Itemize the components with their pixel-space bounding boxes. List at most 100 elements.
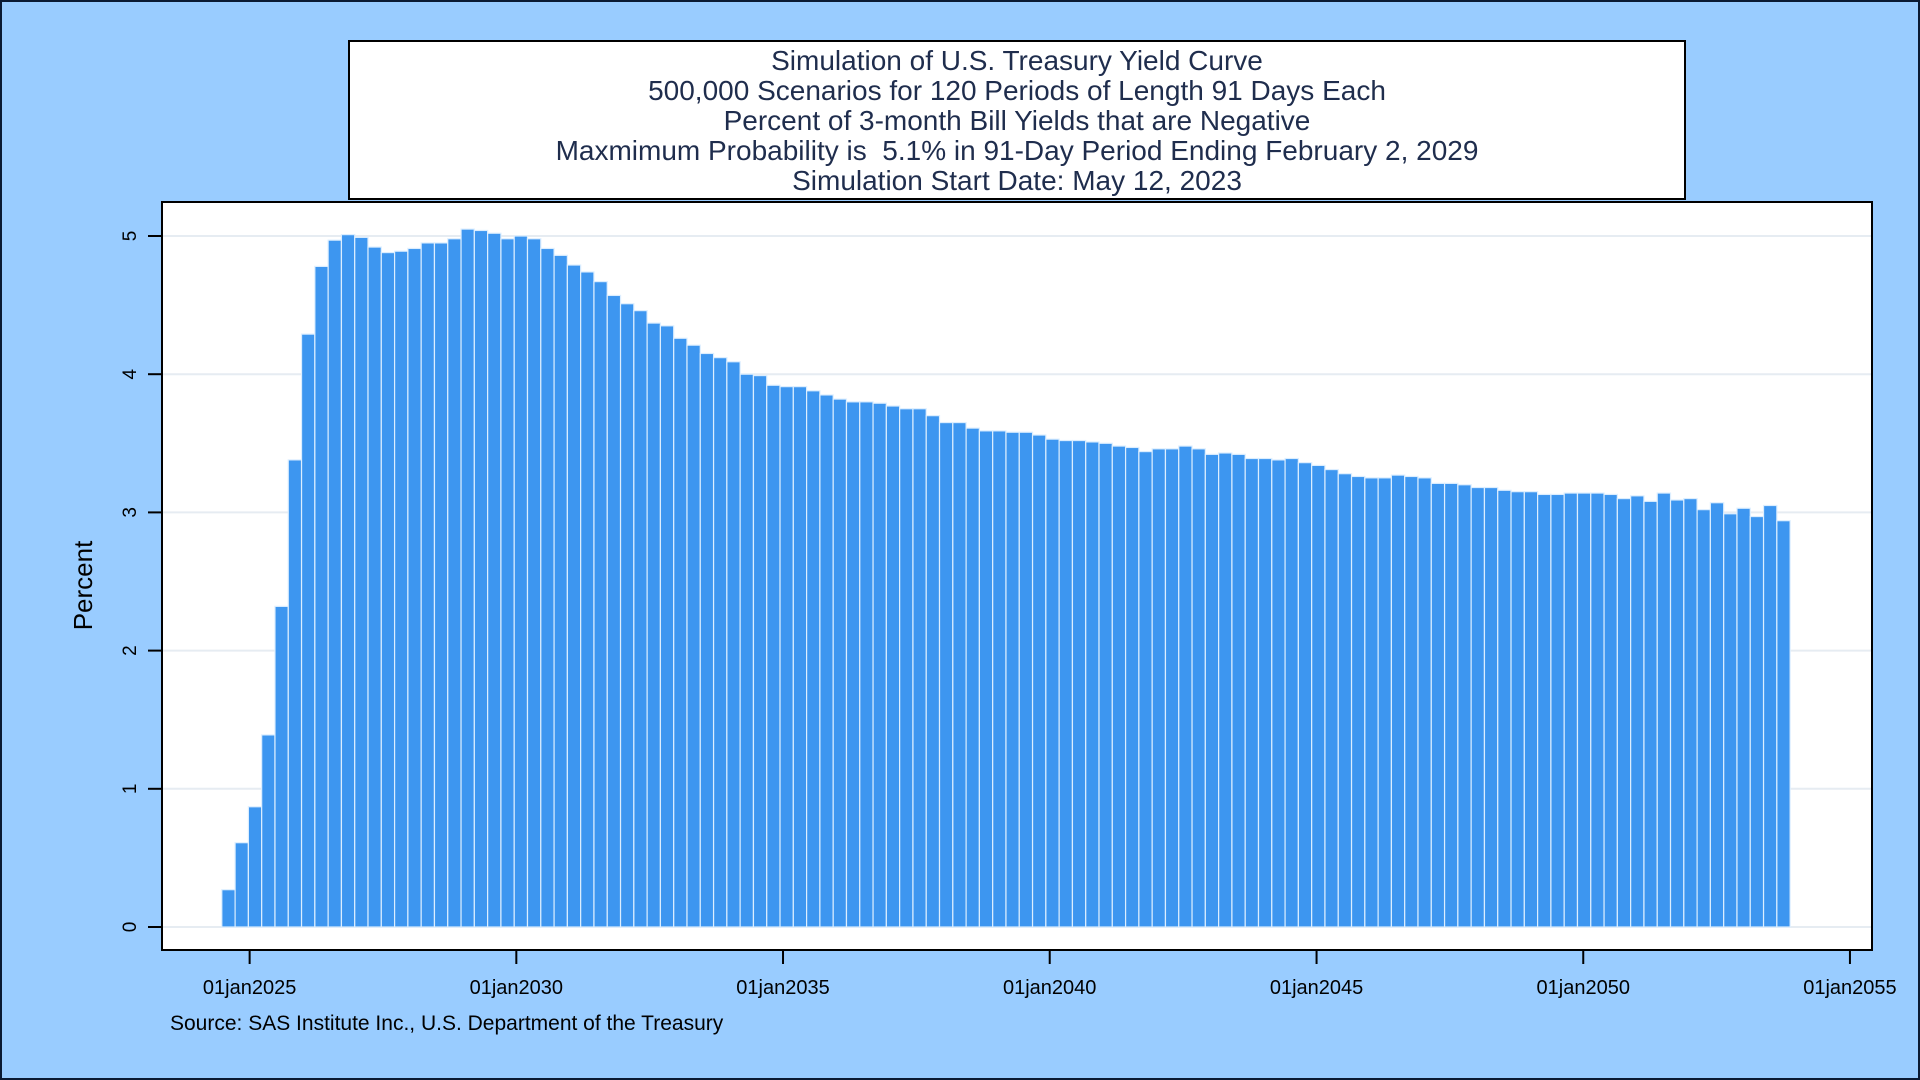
x-tick-label: 01jan2025 bbox=[203, 977, 296, 999]
bar bbox=[580, 271, 595, 928]
bar bbox=[832, 398, 848, 928]
bar bbox=[792, 386, 808, 928]
bar bbox=[712, 357, 728, 928]
bar bbox=[1098, 442, 1113, 928]
bar bbox=[1164, 448, 1180, 928]
bar bbox=[699, 352, 715, 928]
bar bbox=[473, 229, 489, 928]
bar bbox=[978, 430, 994, 928]
bar bbox=[1005, 431, 1020, 928]
bar bbox=[1709, 502, 1725, 928]
bar bbox=[1550, 493, 1565, 928]
bar bbox=[1683, 497, 1698, 928]
bar bbox=[247, 806, 263, 928]
bar bbox=[1244, 457, 1260, 928]
bar bbox=[1643, 500, 1658, 928]
bar bbox=[393, 250, 409, 928]
bar bbox=[1590, 492, 1605, 928]
bar bbox=[1749, 515, 1765, 928]
bar bbox=[500, 238, 515, 928]
bar bbox=[1058, 439, 1074, 928]
bar bbox=[1111, 445, 1127, 928]
bar bbox=[1430, 482, 1446, 928]
bar bbox=[1045, 438, 1060, 928]
bar bbox=[952, 421, 967, 928]
bar bbox=[1297, 462, 1313, 928]
bar bbox=[1656, 492, 1672, 928]
bar bbox=[1630, 495, 1645, 928]
bar bbox=[1085, 441, 1100, 928]
bar bbox=[460, 228, 475, 928]
bar bbox=[447, 238, 462, 928]
bar bbox=[1311, 464, 1326, 928]
bar bbox=[1071, 439, 1087, 928]
bar bbox=[1031, 434, 1047, 928]
bar bbox=[340, 234, 356, 928]
bar bbox=[261, 734, 276, 928]
x-tick-label: 01jan2055 bbox=[1803, 977, 1896, 999]
bar bbox=[367, 246, 382, 928]
bar bbox=[1337, 473, 1353, 928]
x-tick-label: 01jan2030 bbox=[470, 977, 563, 999]
bar bbox=[819, 394, 834, 928]
bar bbox=[354, 236, 369, 928]
bar bbox=[1736, 507, 1751, 928]
chart-title-line-1: Simulation of U.S. Treasury Yield Curve bbox=[771, 45, 1263, 76]
bar bbox=[619, 303, 635, 928]
bar bbox=[1483, 486, 1499, 928]
y-tick-label: 4 bbox=[120, 368, 141, 379]
bar bbox=[1151, 448, 1167, 928]
bar bbox=[1616, 497, 1632, 928]
bar bbox=[1669, 499, 1685, 928]
bar bbox=[1364, 477, 1379, 928]
bar bbox=[300, 333, 316, 928]
bar bbox=[1018, 431, 1034, 928]
bar bbox=[1443, 482, 1459, 928]
bar bbox=[965, 427, 980, 928]
bar bbox=[1537, 493, 1552, 928]
bar bbox=[1776, 520, 1791, 928]
x-tick-label: 01jan2040 bbox=[1003, 977, 1096, 999]
bar bbox=[1576, 492, 1592, 928]
bar bbox=[420, 242, 436, 928]
bar bbox=[553, 254, 568, 928]
bar bbox=[779, 386, 794, 928]
bar bbox=[1324, 468, 1339, 928]
bar bbox=[1350, 475, 1366, 928]
bar bbox=[1231, 453, 1246, 928]
y-tick-label: 2 bbox=[120, 645, 141, 656]
bar bbox=[1603, 493, 1618, 928]
bar bbox=[1762, 504, 1778, 928]
bar bbox=[1377, 477, 1393, 928]
bar bbox=[433, 242, 449, 928]
y-tick-label: 5 bbox=[120, 231, 141, 242]
bar bbox=[646, 322, 662, 928]
bar bbox=[1510, 491, 1525, 928]
bar bbox=[1138, 450, 1153, 928]
bar bbox=[752, 374, 768, 928]
chart-title-line-4: Maxmimum Probability is 5.1% in 91-Day P… bbox=[555, 135, 1479, 166]
bar bbox=[1404, 475, 1419, 928]
bar bbox=[593, 281, 608, 928]
bar bbox=[925, 415, 941, 928]
x-tick-label: 01jan2045 bbox=[1270, 977, 1363, 999]
chart-title-line-2: 500,000 Scenarios for 120 Periods of Len… bbox=[648, 75, 1386, 106]
bar bbox=[566, 264, 582, 928]
bar bbox=[872, 402, 887, 928]
bar bbox=[1523, 491, 1539, 928]
bar bbox=[314, 265, 329, 928]
bar bbox=[899, 408, 914, 928]
y-tick-label: 1 bbox=[120, 784, 141, 795]
bar bbox=[739, 373, 755, 928]
bar bbox=[234, 842, 249, 928]
bar bbox=[1696, 509, 1711, 928]
bar bbox=[686, 344, 701, 928]
bar bbox=[1457, 484, 1472, 928]
bars bbox=[221, 228, 1791, 928]
bar bbox=[1417, 477, 1432, 928]
bar bbox=[513, 235, 529, 928]
bar bbox=[1124, 446, 1140, 928]
bar bbox=[1271, 459, 1286, 928]
bar bbox=[540, 247, 555, 928]
